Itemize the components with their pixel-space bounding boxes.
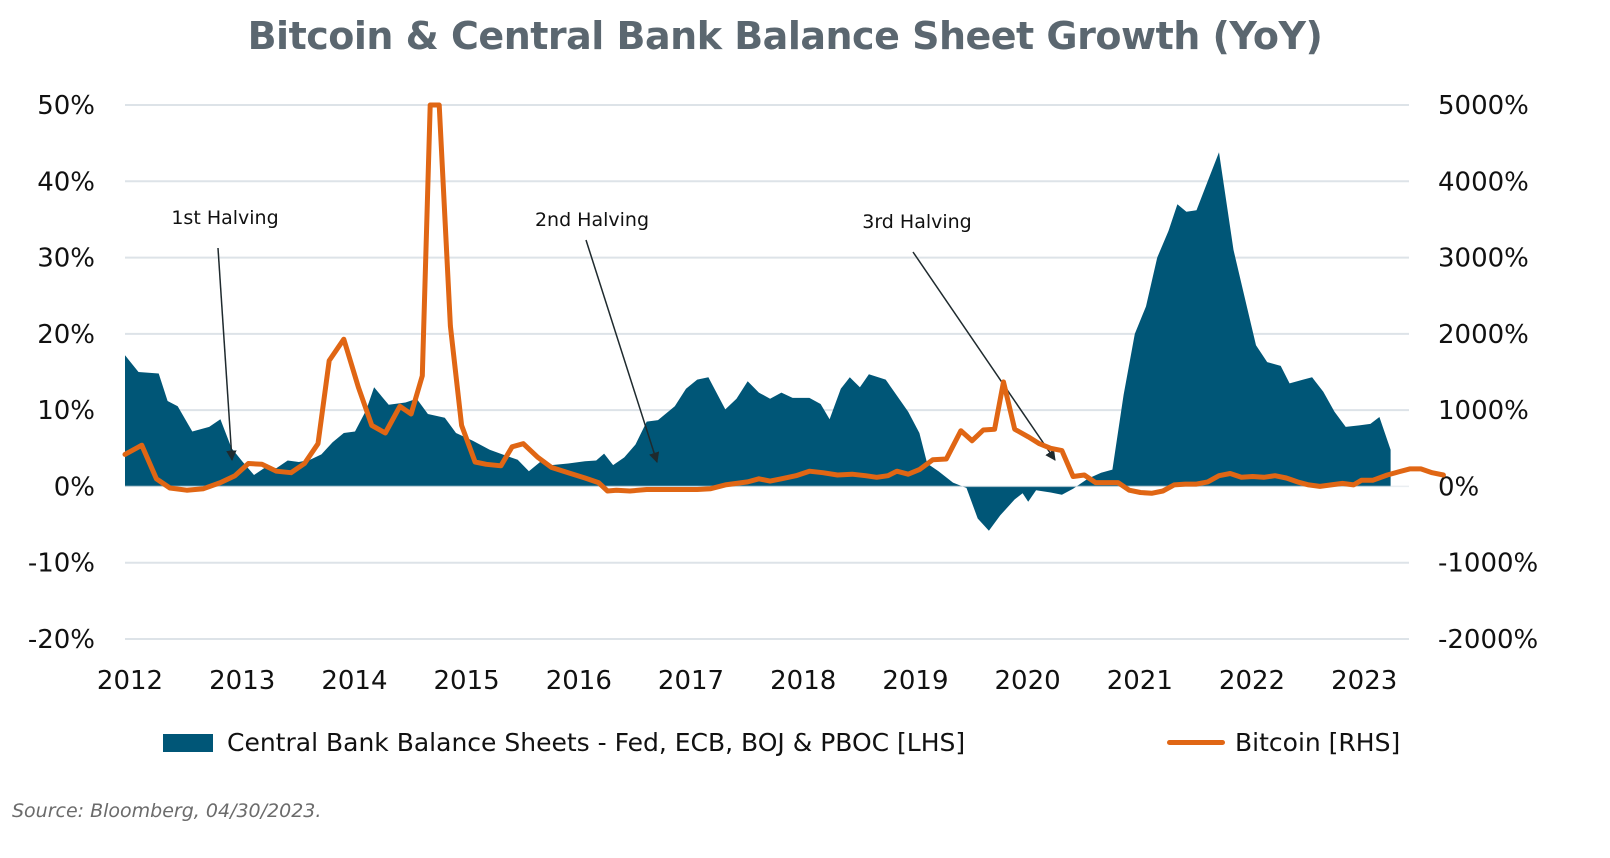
x-tick-label: 2019 — [882, 666, 948, 696]
x-tick-label: 2014 — [321, 666, 387, 696]
x-tick-label: 2017 — [658, 666, 724, 696]
y-left-tick-label: -20% — [28, 625, 95, 655]
y-right-tick-label: 5000% — [1438, 91, 1529, 121]
y-right-tick-label: 1000% — [1438, 396, 1529, 426]
x-tick-label: 2015 — [434, 666, 500, 696]
y-left-tick-label: 50% — [37, 91, 95, 121]
y-right-tick-label: 0% — [1438, 472, 1479, 502]
line-bitcoin — [122, 102, 1446, 496]
legend-swatch-area — [163, 733, 213, 752]
x-tick-label: 2021 — [1107, 666, 1173, 696]
y-right-tick-label: -1000% — [1438, 549, 1538, 579]
area-central-bank-balance-sheets — [125, 152, 1391, 531]
y-left-tick-label: -10% — [28, 549, 95, 579]
annotation-arrow — [217, 247, 237, 462]
x-tick-label: 2020 — [995, 666, 1061, 696]
legend: Central Bank Balance Sheets - Fed, ECB, … — [0, 728, 1610, 768]
legend-label-central-banks: Central Bank Balance Sheets - Fed, ECB, … — [227, 728, 966, 757]
y-left-tick-label: 20% — [37, 320, 95, 350]
annotation-label: 3rd Halving — [862, 211, 972, 233]
legend-swatch-line — [1167, 740, 1225, 745]
annotation-label: 2nd Halving — [535, 209, 649, 231]
y-right-tick-label: 3000% — [1438, 244, 1529, 274]
x-tick-label: 2016 — [546, 666, 612, 696]
y-left-tick-label: 30% — [37, 244, 95, 274]
y-left-tick-label: 40% — [37, 167, 95, 197]
annotation-arrow — [585, 239, 660, 464]
y-right-tick-label: 4000% — [1438, 167, 1529, 197]
x-tick-label: 2012 — [97, 666, 163, 696]
y-right-tick-label: -2000% — [1438, 625, 1538, 655]
x-tick-label: 2022 — [1219, 666, 1285, 696]
source-note: Source: Bloomberg, 04/30/2023. — [12, 800, 322, 822]
y-right-tick-label: 2000% — [1438, 320, 1529, 350]
x-tick-label: 2023 — [1331, 666, 1397, 696]
annotation-arrow — [912, 251, 1056, 461]
y-left-tick-label: 0% — [54, 472, 95, 502]
legend-item-central-banks: Central Bank Balance Sheets - Fed, ECB, … — [163, 728, 965, 757]
legend-item-bitcoin: Bitcoin [RHS] — [1167, 728, 1400, 757]
y-left-tick-label: 10% — [37, 396, 95, 426]
legend-label-bitcoin: Bitcoin [RHS] — [1235, 728, 1401, 757]
chart-title: Bitcoin & Central Bank Balance Sheet Gro… — [247, 14, 1323, 58]
x-tick-label: 2018 — [770, 666, 836, 696]
x-tick-label: 2013 — [209, 666, 275, 696]
annotation-label: 1st Halving — [171, 207, 278, 229]
